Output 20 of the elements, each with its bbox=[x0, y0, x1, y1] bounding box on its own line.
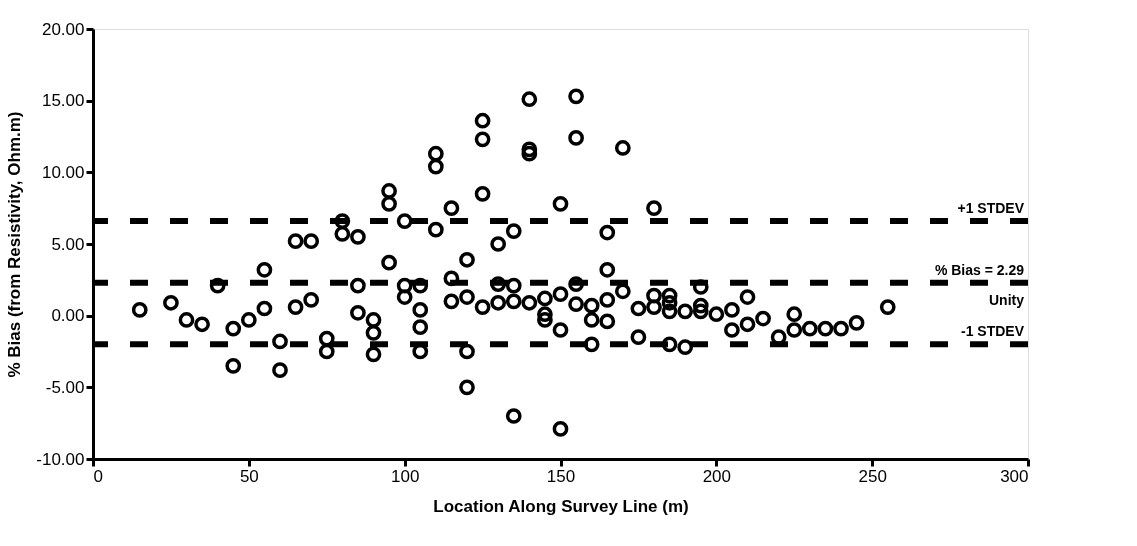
x-tick-label: 50 bbox=[239, 466, 259, 486]
x-tick-label: 150 bbox=[546, 466, 576, 486]
y-tick-label: 0.00 bbox=[51, 306, 85, 326]
x-tick-label: 100 bbox=[390, 466, 420, 486]
ref-line-label: +1 STDEV bbox=[957, 200, 1025, 217]
x-tick-label: 300 bbox=[1000, 466, 1029, 486]
y-axis-title: % Bias (from Resistivity, Ohm.m) bbox=[5, 111, 25, 378]
x-axis-title: Location Along Survey Line (m) bbox=[433, 496, 689, 516]
y-tick-label: 20.00 bbox=[41, 19, 85, 39]
y-tick-label: 15.00 bbox=[41, 91, 85, 111]
x-tick-label: 0 bbox=[93, 466, 103, 486]
ref-line-label: % Bias = 2.29 bbox=[934, 261, 1025, 278]
y-tick-label: -10.00 bbox=[36, 449, 85, 469]
y-tick-label: 10.00 bbox=[41, 162, 85, 182]
y-tick-label: -5.00 bbox=[45, 377, 85, 397]
y-tick-label: 5.00 bbox=[51, 234, 85, 254]
x-tick-label: 200 bbox=[702, 466, 732, 486]
x-tick-label: 250 bbox=[858, 466, 887, 486]
ref-line-label: -1 STDEV bbox=[960, 323, 1025, 340]
annotation: Unity bbox=[989, 292, 1025, 308]
